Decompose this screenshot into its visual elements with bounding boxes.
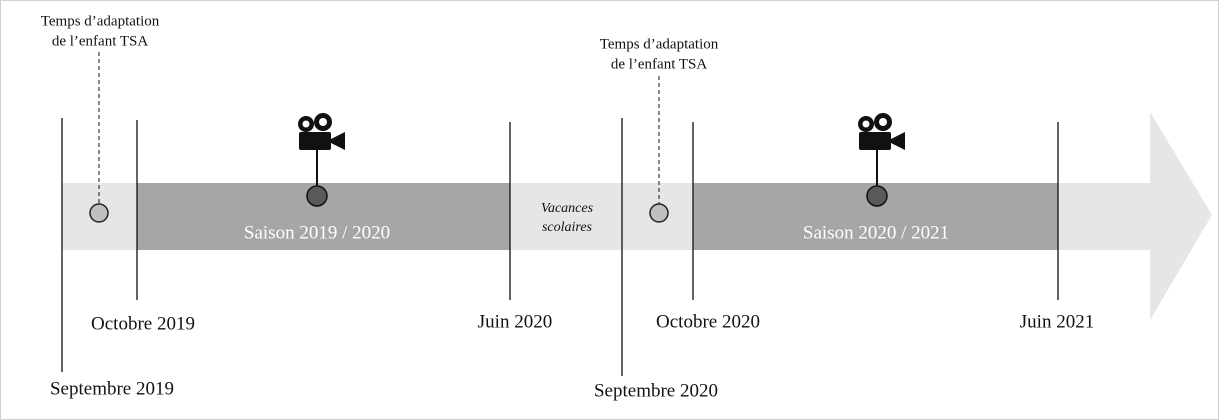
season-label: Saison 2019 / 2020 [244,222,390,243]
vacation-label: Vacances [541,201,594,216]
date-label: Octobre 2020 [656,311,760,332]
season-label: Saison 2020 / 2021 [803,222,949,243]
timeline-arrow [62,112,1212,320]
date-label: Juin 2021 [1020,311,1094,332]
vacation-label: scolaires [542,220,593,235]
annotation: de l’enfant TSA [52,33,149,49]
date-label: Septembre 2020 [594,380,718,401]
date-label: Septembre 2019 [50,378,174,399]
adaptation-point [649,203,669,223]
adaptation-point [89,203,109,223]
date-label: Juin 2020 [478,311,552,332]
camera-marker [298,113,345,207]
annotation: de l’enfant TSA [611,56,708,72]
annotation: Temps d’adaptation [41,13,160,29]
camera-marker [858,113,905,207]
date-label: Octobre 2019 [91,313,195,334]
annotation: Temps d’adaptation [600,36,719,52]
